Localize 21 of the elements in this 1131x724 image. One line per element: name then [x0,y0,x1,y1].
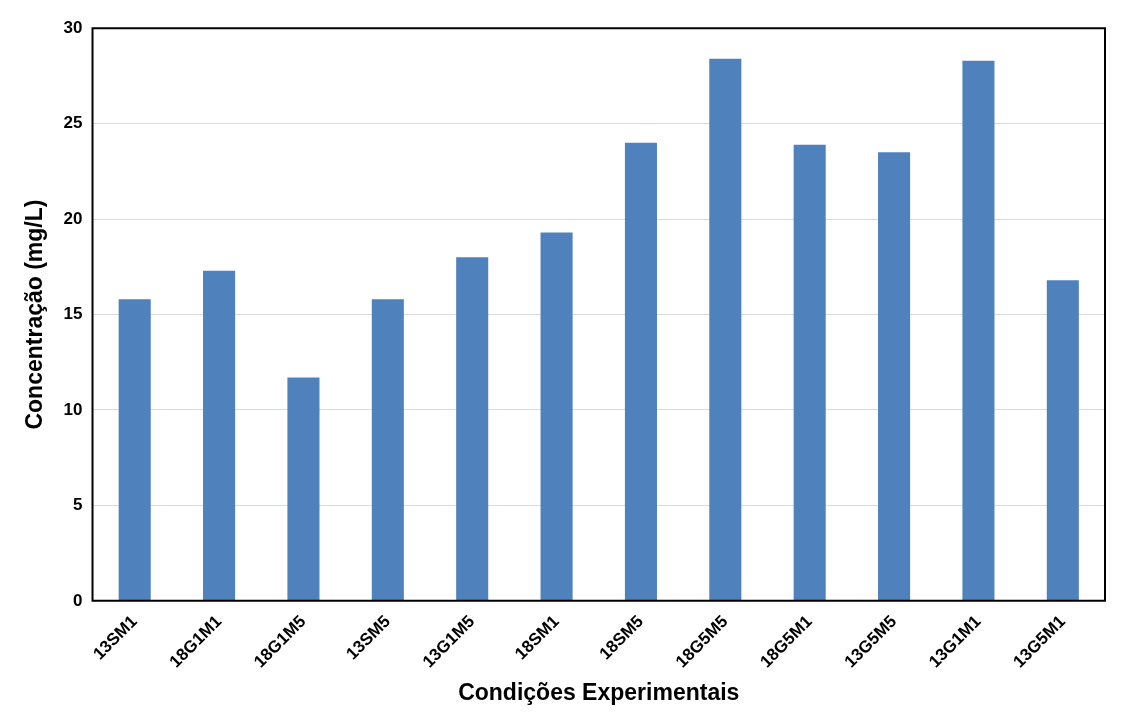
y-tick-label: 15 [63,304,83,324]
bar [118,299,151,601]
bar [878,152,911,601]
bar [1046,280,1079,601]
y-tick-label: 10 [63,399,83,419]
bar [203,270,236,601]
bar [793,144,826,601]
bar [709,58,742,601]
y-tick-label: 20 [63,208,83,228]
bar [371,299,404,601]
y-tick-label: 30 [63,17,83,37]
bar [287,377,320,601]
y-tick-label: 25 [63,113,83,133]
bar [624,142,657,601]
y-tick-label: 5 [73,495,83,515]
bar [540,232,573,601]
bar [456,257,489,601]
bar [962,60,995,601]
y-axis-title: Concentração (mg/L) [21,199,48,430]
x-axis-title: Condições Experimentais [458,678,740,705]
y-tick-label: 0 [73,590,83,610]
